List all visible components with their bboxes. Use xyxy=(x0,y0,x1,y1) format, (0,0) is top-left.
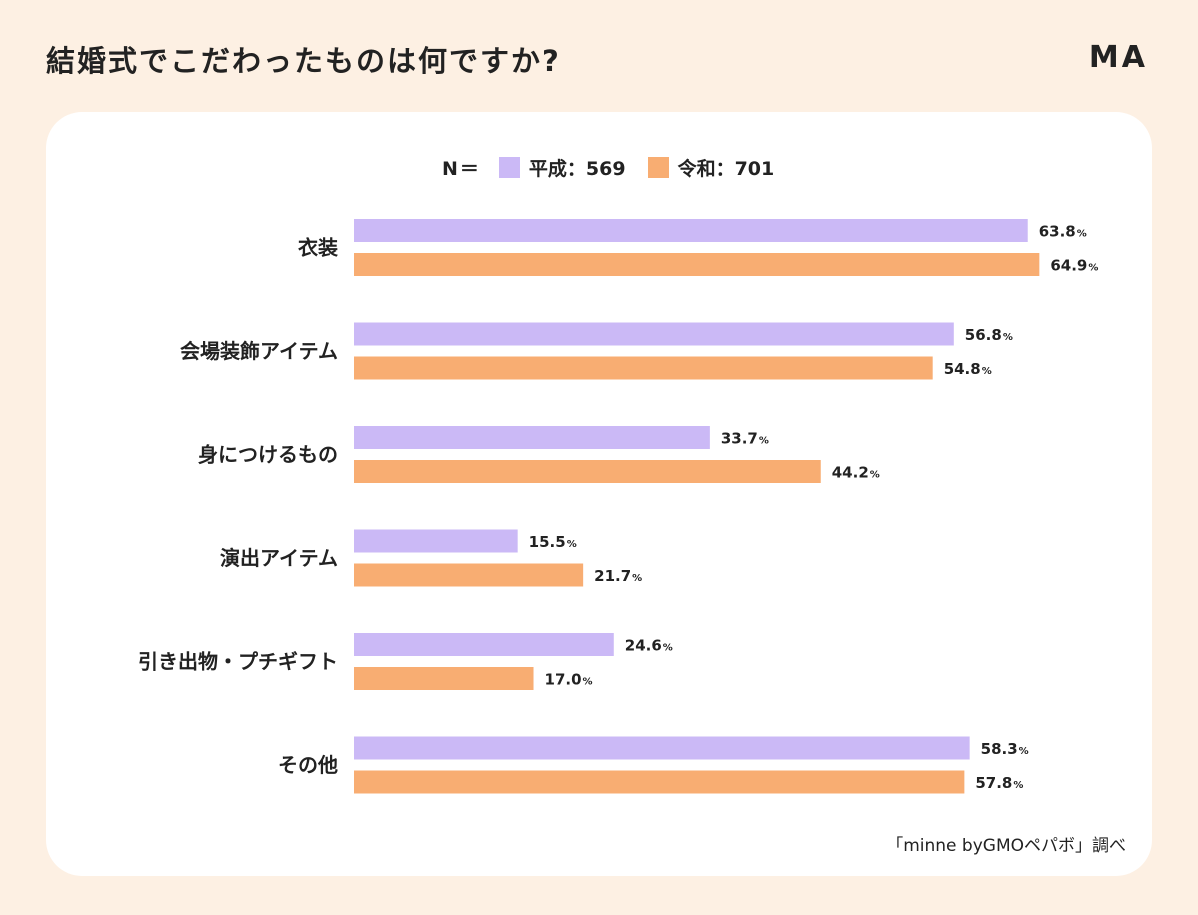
bar xyxy=(354,770,965,794)
brand-logo: MA xyxy=(1088,40,1148,75)
data-label: 17.0% xyxy=(545,671,593,689)
category-label: 身につけるもの xyxy=(198,443,338,467)
category-label: 引き出物・プチギフト xyxy=(138,650,338,674)
data-label: 54.8% xyxy=(944,360,992,378)
bar-chart: 衣装 63.8% 64.9% 会場装飾アイテム 56.8% 54.8% 身につけるもの 33.… xyxy=(138,219,1098,794)
bar xyxy=(354,426,710,449)
legend-swatch-heisei xyxy=(498,157,520,178)
legend-item-reiwa: 令和：701 xyxy=(647,154,775,181)
legend-label-heisei: 平成：569 xyxy=(528,158,626,180)
category-label: その他 xyxy=(278,753,338,777)
legend-swatch-reiwa xyxy=(647,157,669,178)
bar xyxy=(354,529,518,553)
bar xyxy=(354,633,614,656)
legend-label-reiwa: 令和：701 xyxy=(677,158,775,180)
bar xyxy=(354,219,1028,242)
bar xyxy=(354,322,954,346)
bar xyxy=(354,356,933,380)
page-title: 結婚式でこだわったものは何ですか? xyxy=(46,44,561,78)
category-label: 会場装飾アイテム xyxy=(180,339,338,363)
bar xyxy=(354,667,534,690)
data-label: 24.6% xyxy=(625,637,673,655)
chart-card: 衣装 63.8% 64.9% 会場装飾アイテム 56.8% 54.8% 身につけるもの 33.… xyxy=(46,112,1152,876)
legend-item-heisei: 平成：569 xyxy=(498,154,626,181)
legend-sample-size-label: N＝ xyxy=(442,158,481,180)
data-label: 21.7% xyxy=(594,567,642,585)
data-label: 58.3% xyxy=(981,740,1029,758)
bar xyxy=(354,253,1040,276)
category-label: 演出アイテム xyxy=(220,546,338,570)
data-label: 15.5% xyxy=(529,533,577,551)
data-label: 63.8% xyxy=(1039,223,1087,241)
legend: N＝ 平成：569 令和：701 xyxy=(442,154,796,181)
data-label: 57.8% xyxy=(975,774,1023,792)
category-label: 衣装 xyxy=(298,236,338,260)
source-note: 「minne byGMOペパボ」調べ xyxy=(886,836,1126,856)
data-label: 56.8% xyxy=(965,326,1013,344)
data-label: 64.9% xyxy=(1050,257,1098,275)
data-label: 33.7% xyxy=(721,430,769,448)
bar xyxy=(354,563,584,587)
bar xyxy=(354,460,821,483)
bar xyxy=(354,736,970,760)
data-label: 44.2% xyxy=(832,464,880,482)
